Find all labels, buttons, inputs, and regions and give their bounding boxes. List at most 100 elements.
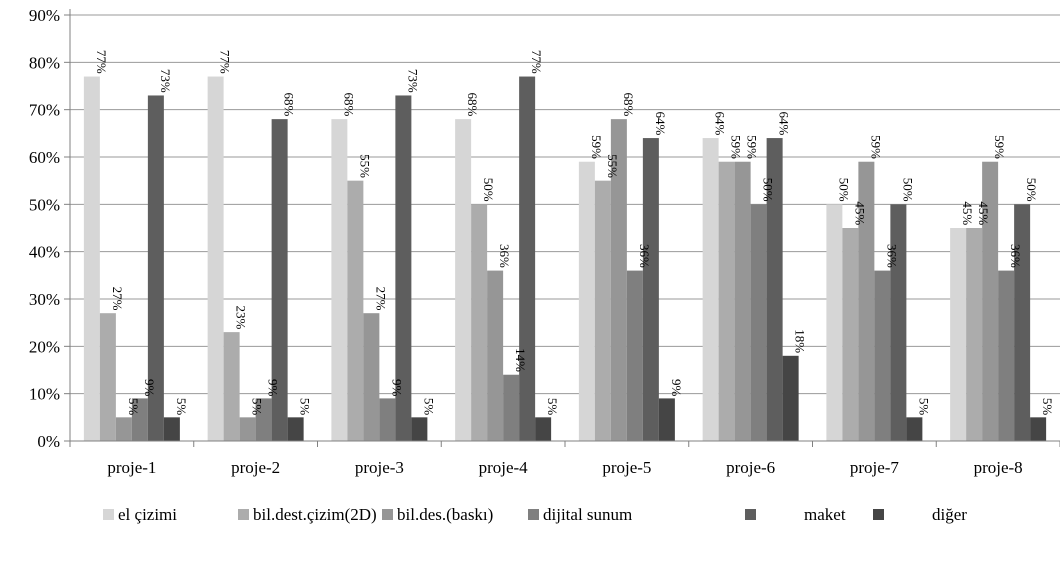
bar — [890, 204, 907, 441]
x-category-label: proje-5 — [602, 458, 651, 477]
bar — [766, 138, 783, 442]
bar — [750, 204, 767, 441]
legend-entry-label: dijital sunum — [543, 505, 632, 524]
data-label: 36% — [497, 244, 512, 268]
data-label: 27% — [373, 287, 388, 311]
data-label: 5% — [174, 398, 189, 416]
legend-entry-label: el çizimi — [118, 505, 177, 524]
data-label: 5% — [1040, 398, 1055, 416]
data-label: 64% — [777, 111, 792, 135]
bars — [83, 76, 1047, 442]
legend-swatch — [103, 509, 114, 520]
data-label: 64% — [653, 111, 668, 135]
data-label: 5% — [298, 398, 313, 416]
bar — [331, 119, 348, 441]
bar — [207, 76, 224, 442]
y-tick-label: 90% — [29, 6, 60, 25]
bar — [842, 228, 859, 441]
y-tick-label: 40% — [29, 243, 60, 262]
x-category-label: proje-6 — [726, 458, 775, 477]
bar — [503, 374, 520, 441]
data-label: 59% — [729, 135, 744, 159]
data-label: 50% — [761, 178, 776, 202]
x-category-label: proje-8 — [974, 458, 1023, 477]
bar — [594, 180, 611, 441]
bar — [223, 332, 240, 441]
data-label: 64% — [713, 111, 728, 135]
data-label: 5% — [126, 398, 141, 416]
data-label: 27% — [110, 287, 125, 311]
bar — [966, 228, 983, 441]
data-label: 59% — [868, 135, 883, 159]
legend-entry-label: diğer — [932, 505, 967, 524]
data-label: 5% — [916, 398, 931, 416]
data-label: 14% — [513, 348, 528, 372]
data-label: 68% — [465, 93, 480, 117]
legend-entry-label: bil.des.(baskı) — [397, 505, 493, 524]
bar — [455, 119, 472, 441]
bar — [147, 95, 164, 441]
bar — [734, 161, 751, 441]
bar — [519, 76, 536, 442]
data-label: 45% — [976, 201, 991, 225]
data-label: 5% — [250, 398, 265, 416]
data-label: 59% — [589, 135, 604, 159]
bar — [535, 417, 552, 441]
bar — [626, 270, 643, 441]
x-category-label: proje-7 — [850, 458, 900, 477]
bar — [874, 270, 891, 441]
data-label: 73% — [405, 69, 420, 93]
y-tick-label: 20% — [29, 337, 60, 356]
bar — [99, 313, 116, 441]
x-category-label: proje-1 — [107, 458, 156, 477]
axes — [64, 9, 1060, 447]
bar — [1030, 417, 1047, 441]
x-category-label: proje-3 — [355, 458, 404, 477]
bar — [115, 417, 132, 441]
data-label: 50% — [481, 178, 496, 202]
data-label: 73% — [158, 69, 173, 93]
y-tick-labels: 0% 10% 20% 30% 40% 50% 60% 70% 80% 90% — [29, 6, 60, 451]
bar — [906, 417, 923, 441]
bar — [858, 161, 875, 441]
data-label: 68% — [621, 93, 636, 117]
y-tick-label: 60% — [29, 148, 60, 167]
data-label: 36% — [884, 244, 899, 268]
legend-swatch — [745, 509, 756, 520]
bar — [131, 398, 148, 441]
y-tick-label: 50% — [29, 195, 60, 214]
data-label: 9% — [669, 379, 684, 397]
data-label: 5% — [421, 398, 436, 416]
bar — [642, 138, 659, 442]
data-label: 5% — [545, 398, 560, 416]
data-label: 9% — [389, 379, 404, 397]
legend-swatch — [528, 509, 539, 520]
bar — [287, 417, 304, 441]
data-label: 36% — [637, 244, 652, 268]
bar — [950, 228, 967, 441]
bar — [271, 119, 288, 441]
y-tick-label: 10% — [29, 385, 60, 404]
data-label: 77% — [218, 50, 233, 74]
data-label: 50% — [836, 178, 851, 202]
data-label: 9% — [142, 379, 157, 397]
data-label: 55% — [605, 154, 620, 178]
data-label: 9% — [266, 379, 281, 397]
data-label: 50% — [1024, 178, 1039, 202]
y-tick-label: 80% — [29, 53, 60, 72]
data-label: 77% — [94, 50, 109, 74]
data-label: 45% — [852, 201, 867, 225]
data-label: 59% — [745, 135, 760, 159]
legend-swatch — [382, 509, 393, 520]
bar — [702, 138, 719, 442]
data-label: 45% — [960, 201, 975, 225]
x-category-label: proje-2 — [231, 458, 280, 477]
bar — [83, 76, 100, 442]
legend: el çizimi bil.dest.çizim(2D) bil.des.(bask… — [103, 505, 967, 524]
bar — [718, 161, 735, 441]
bar — [239, 417, 256, 441]
legend-entry-label: bil.dest.çizim(2D) — [253, 505, 377, 524]
bar — [610, 119, 627, 441]
data-label: 23% — [234, 306, 249, 330]
